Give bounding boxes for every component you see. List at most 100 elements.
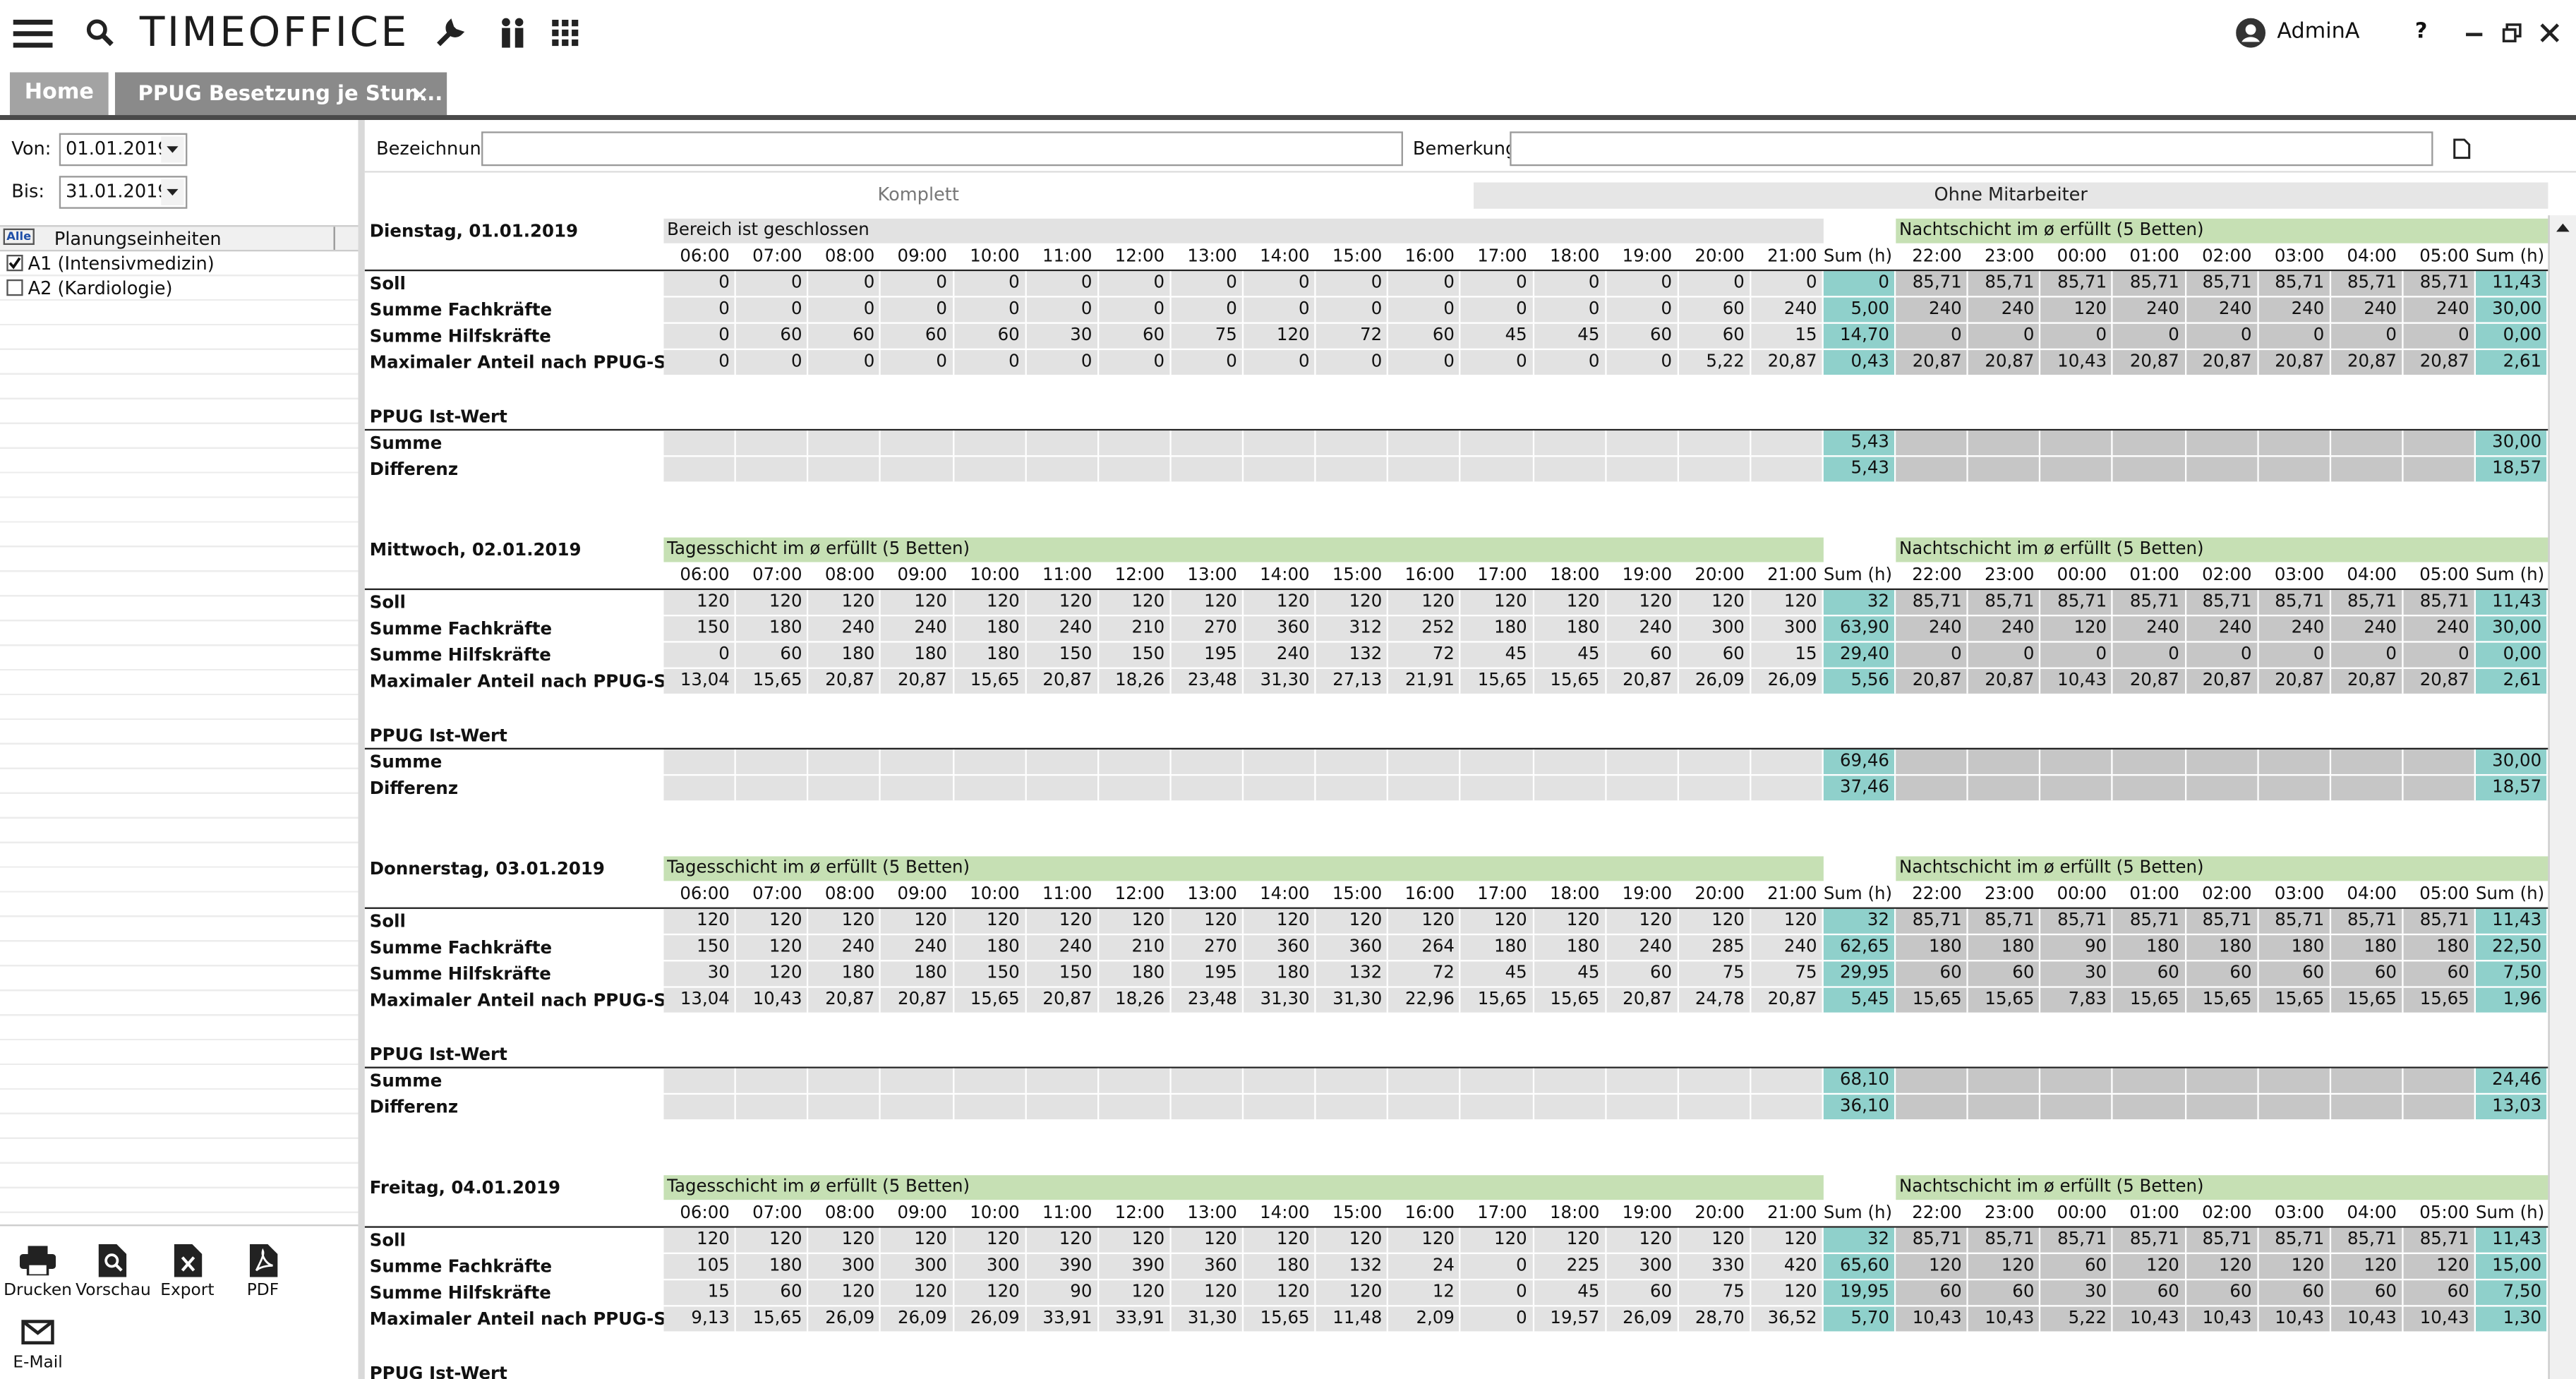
pdf-icon[interactable] <box>249 1244 278 1277</box>
preview-icon[interactable] <box>98 1244 127 1277</box>
action-label[interactable]: PDF <box>246 1282 279 1301</box>
tab[interactable]: Home <box>9 72 109 116</box>
minimize-button[interactable] <box>2464 23 2484 43</box>
cell: 23,48 <box>1171 987 1244 1013</box>
tree-label[interactable]: A1 (Intensivmedizin) <box>28 253 215 275</box>
cell: 285 <box>1678 935 1752 961</box>
cell: 60 <box>1896 961 1969 987</box>
user-icon[interactable] <box>2236 18 2266 48</box>
app-logo: TIMEOFFICE <box>139 8 409 56</box>
cell: 0 <box>736 271 809 296</box>
name-input[interactable] <box>481 131 1403 167</box>
hour-header: 17:00 <box>1461 563 1534 589</box>
from-date[interactable]: 01.01.2019 <box>59 133 188 167</box>
action-label[interactable]: Drucken <box>4 1282 72 1301</box>
empty-cell <box>1316 457 1389 482</box>
cell: 0 <box>1098 297 1172 323</box>
cell: 120 <box>1316 1280 1389 1306</box>
cell: 85,71 <box>2403 271 2476 296</box>
view-tab[interactable]: Komplett <box>877 183 959 206</box>
cell: 225 <box>1534 1253 1606 1279</box>
dropdown-button[interactable] <box>161 179 184 206</box>
cell: 15 <box>663 1280 737 1306</box>
cell: 0 <box>2113 642 2186 668</box>
cell: 20,87 <box>881 987 954 1013</box>
cell: 85,71 <box>2113 908 2186 934</box>
cell: 195 <box>1171 961 1244 987</box>
cell: 0 <box>2186 642 2258 668</box>
cell: 360 <box>1244 935 1316 961</box>
empty-cell <box>1388 430 1462 456</box>
cell: 120 <box>1751 1280 1824 1306</box>
empty-cell <box>1026 457 1099 482</box>
email-icon[interactable] <box>21 1320 54 1345</box>
sum-header: Sum (h) <box>2476 1201 2548 1227</box>
cell: 90 <box>2040 935 2114 961</box>
user-name[interactable]: AdminA <box>2277 19 2360 44</box>
tools-button[interactable] <box>434 16 467 49</box>
cell: 120 <box>663 1227 737 1253</box>
apps-button[interactable] <box>552 19 579 47</box>
row-label: Maximaler Anteil nach PPUG-Soll <box>369 1310 690 1330</box>
cell: 120 <box>953 1280 1027 1306</box>
cell: 20,87 <box>2113 668 2186 694</box>
select-all[interactable]: Alle <box>3 228 35 246</box>
view-tab-active[interactable]: Ohne Mitarbeiter <box>1474 182 2548 209</box>
cell: 85,71 <box>1896 1227 1969 1253</box>
cell: 85,71 <box>2040 590 2114 615</box>
scroll-up[interactable] <box>2555 220 2571 234</box>
cell: 10,43 <box>736 987 809 1013</box>
cell: 240 <box>1751 297 1824 323</box>
cell: 240 <box>1026 616 1099 642</box>
checkbox[interactable] <box>6 254 23 272</box>
empty-cell <box>1968 457 2041 482</box>
cell: 5,22 <box>1678 350 1752 375</box>
sum-header: Sum (h) <box>1824 1201 1896 1227</box>
staff-button[interactable] <box>496 16 529 49</box>
help-button[interactable]: ? <box>2414 19 2428 44</box>
empty-cell <box>1678 776 1752 801</box>
action-label[interactable]: Vorschau <box>76 1282 151 1301</box>
empty-cell <box>2330 749 2404 774</box>
cell: 15,65 <box>1244 1306 1316 1332</box>
tree-label[interactable]: A2 (Kardiologie) <box>28 277 173 299</box>
remark-input[interactable] <box>1510 131 2433 167</box>
cell: 20,87 <box>808 987 881 1013</box>
cell: 45 <box>1461 323 1534 349</box>
action-label[interactable]: E-Mail <box>13 1354 63 1373</box>
to-date[interactable]: 31.01.2019 <box>59 176 188 209</box>
cell: 120 <box>1461 1227 1534 1253</box>
cell: 180 <box>1534 935 1606 961</box>
hour-header: 18:00 <box>1534 882 1606 908</box>
cell: 300 <box>1606 1253 1679 1279</box>
document-button[interactable] <box>2452 138 2471 159</box>
cell: 26,09 <box>808 1306 881 1332</box>
print-icon[interactable] <box>19 1246 56 1276</box>
search-button[interactable] <box>85 18 115 48</box>
empty-cell <box>1461 1068 1534 1093</box>
scrollbar[interactable] <box>2548 215 2576 1379</box>
sum-cell: 15,00 <box>2476 1253 2548 1279</box>
cell: 33,91 <box>1098 1306 1172 1332</box>
action-label[interactable]: Export <box>160 1282 215 1301</box>
cell: 120 <box>1534 1227 1606 1253</box>
tab-active[interactable]: PPUG Besetzung je Stun... <box>114 72 447 116</box>
cell: 360 <box>1244 616 1316 642</box>
empty-cell <box>1534 749 1606 774</box>
section-title: PPUG Ist-Wert <box>369 1364 507 1379</box>
hour-header: 21:00 <box>1751 882 1824 908</box>
tab-close[interactable] <box>412 87 427 102</box>
cell: 85,71 <box>2258 271 2331 296</box>
checkbox[interactable] <box>6 279 23 296</box>
restore-button[interactable] <box>2502 23 2522 43</box>
hour-header: 17:00 <box>1461 245 1534 270</box>
empty-cell <box>1678 457 1752 482</box>
night-shift-status: Nachtschicht im ø erfüllt (5 Betten) <box>1896 856 2548 881</box>
cell: 240 <box>2330 616 2404 642</box>
cell: 5,22 <box>2040 1306 2114 1332</box>
menu-button[interactable] <box>13 18 54 48</box>
close-button[interactable] <box>2540 23 2560 43</box>
dropdown-button[interactable] <box>161 136 184 163</box>
export-icon[interactable] <box>174 1244 203 1277</box>
